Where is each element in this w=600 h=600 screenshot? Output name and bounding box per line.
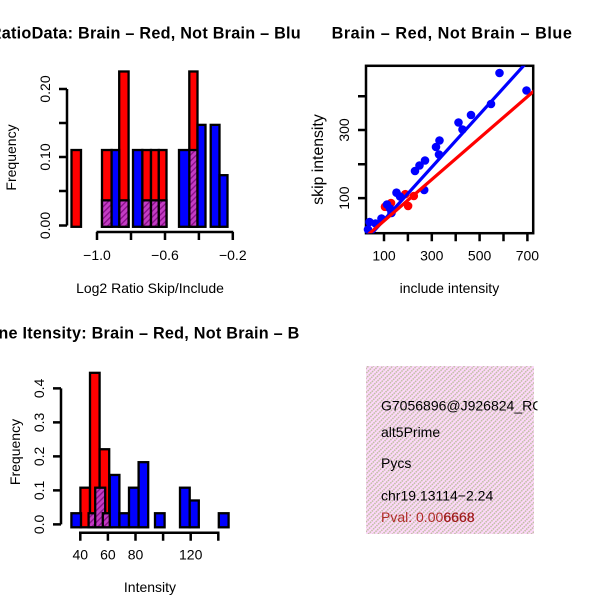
- svg-text:0.20: 0.20: [37, 75, 53, 102]
- svg-text:RatioData: Brain – Red, Not Br: RatioData: Brain – Red, Not Brain – Blue: [0, 24, 310, 42]
- svg-text:0.1: 0.1: [31, 480, 47, 500]
- svg-text:0.4: 0.4: [31, 378, 47, 398]
- svg-text:120: 120: [179, 547, 203, 563]
- svg-text:−0.2: −0.2: [219, 247, 247, 263]
- svg-text:60: 60: [100, 547, 116, 563]
- svg-text:0.10: 0.10: [37, 143, 53, 170]
- svg-text:300: 300: [420, 248, 444, 264]
- svg-text:chr19.13114−2.24: chr19.13114−2.24: [381, 488, 493, 504]
- svg-text:0.0: 0.0: [31, 514, 47, 534]
- svg-text:0.2: 0.2: [31, 446, 47, 466]
- svg-text:0.3: 0.3: [31, 412, 47, 432]
- svg-text:40: 40: [73, 547, 89, 563]
- svg-text:0.00: 0.00: [37, 212, 53, 239]
- svg-text:Frequency: Frequency: [3, 124, 19, 190]
- svg-text:−1.0: −1.0: [83, 247, 111, 263]
- svg-text:500: 500: [468, 248, 492, 264]
- svg-text:6668: 6668: [444, 509, 475, 525]
- svg-text:700: 700: [516, 248, 540, 264]
- svg-text:100: 100: [372, 248, 396, 264]
- svg-text:−0.6: −0.6: [151, 247, 179, 263]
- svg-text:Intensity: Intensity: [124, 579, 176, 595]
- svg-text:Brain – Red, Not Brain – Blue: Brain – Red, Not Brain – Blue: [332, 24, 573, 42]
- svg-text:300: 300: [336, 118, 352, 142]
- svg-text:80: 80: [128, 547, 144, 563]
- svg-text:Frequency: Frequency: [7, 419, 23, 485]
- svg-text:skip intensity: skip intensity: [310, 114, 327, 205]
- svg-text:include intensity: include intensity: [400, 280, 500, 296]
- svg-text:Gene Itensity: Brain – Red, No: Gene Itensity: Brain – Red, Not Brain – …: [0, 324, 324, 342]
- svg-text:G7056896@J926824_RC1: G7056896@J926824_RC1: [381, 397, 550, 413]
- svg-text:Pval: 0.006668: Pval: 0.006668: [381, 509, 475, 525]
- svg-text:Log2 Ratio Skip/Include: Log2 Ratio Skip/Include: [76, 280, 224, 296]
- svg-text:alt5Prime: alt5Prime: [381, 424, 440, 440]
- svg-text:Pycs: Pycs: [381, 455, 411, 471]
- svg-text:100: 100: [336, 186, 352, 210]
